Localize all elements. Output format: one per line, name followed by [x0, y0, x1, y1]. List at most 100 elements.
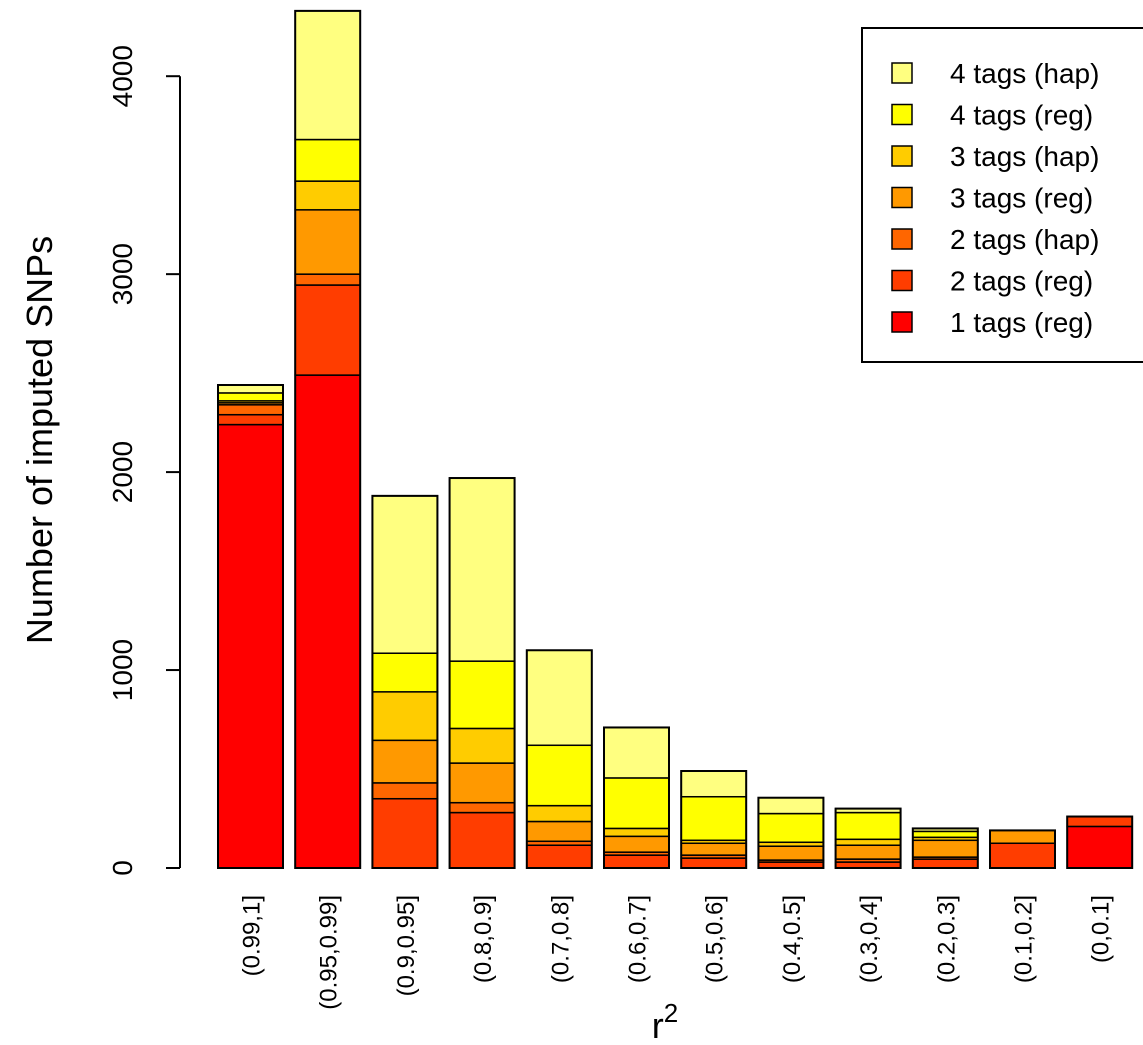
bar-segment: [448, 762, 516, 804]
x-tick-label: (0.1,0.2]: [1011, 895, 1038, 983]
legend-entry: 4 tags (hap): [950, 58, 1099, 89]
bar-segment: [371, 691, 439, 742]
bar-outline: [834, 807, 902, 869]
bar-segment: [989, 829, 1056, 845]
legend-swatch: [891, 228, 913, 250]
bar-segment: [217, 413, 284, 426]
bar-segment: [294, 138, 361, 182]
legend-entry: 1 tags (reg): [950, 307, 1093, 338]
bar-segment: [603, 827, 670, 838]
x-tick-label: (0.5,0.6]: [702, 895, 729, 983]
y-tick-label: 2000: [107, 441, 138, 503]
bar-outline: [989, 829, 1056, 870]
legend: 4 tags (hap) 4 tags (reg) 3 tags (hap) 3 ta…: [861, 27, 1143, 363]
bar-segment: [448, 660, 516, 730]
y-axis: 0 1000 2000 3000 4000: [107, 45, 181, 876]
bar-segment: [603, 726, 670, 779]
bar-segment: [217, 423, 284, 869]
bar-segment: [294, 284, 361, 376]
y-tick-label: 1000: [107, 639, 138, 701]
y-tick-label: 0: [107, 860, 138, 876]
bar-segment: [526, 744, 593, 807]
bar-segment: [526, 649, 593, 747]
bar-segment: [757, 845, 825, 861]
bar-outline: [603, 726, 670, 869]
y-axis-label: Number of imputed SNPs: [19, 236, 60, 644]
bar-outline: [371, 494, 439, 869]
bar-segment: [371, 782, 439, 800]
bar-segment: [217, 392, 284, 402]
x-tick-label: (0.99,1]: [239, 895, 266, 976]
x-tick-label: (0.4,0.5]: [779, 895, 806, 983]
bar-segment: [603, 835, 670, 853]
bar-segment: [217, 404, 284, 416]
legend-swatch: [891, 145, 913, 167]
x-tick-label: (0,0.1]: [1088, 895, 1115, 963]
legend-swatch: [891, 62, 913, 84]
bar-outline: [1066, 815, 1134, 870]
bar-segment: [834, 811, 902, 841]
bar-outline: [911, 827, 979, 869]
legend-swatch: [891, 311, 913, 333]
bar-outline: [448, 477, 516, 869]
bar-segment: [448, 811, 516, 869]
x-tick-label: (0.9,0.95]: [393, 895, 420, 996]
bar-outline: [757, 796, 825, 869]
bar-segment: [448, 727, 516, 764]
bar-segment: [448, 477, 516, 662]
bar-outline: [294, 9, 362, 869]
x-axis-label-superscript: 2: [664, 998, 678, 1028]
bars: [217, 9, 1134, 870]
bar-segment: [294, 374, 361, 869]
bar-outline: [217, 384, 284, 869]
legend-entry: 2 tags (reg): [950, 266, 1093, 297]
bar-segment: [1066, 815, 1133, 828]
legend-entry: 3 tags (hap): [950, 141, 1099, 172]
x-tick-label: (0.3,0.4]: [856, 895, 883, 983]
y-tick-label: 4000: [107, 45, 138, 107]
bar-segment: [526, 844, 593, 869]
bar-segment: [371, 739, 439, 784]
bar-segment: [526, 804, 593, 823]
bar-segment: [526, 820, 593, 843]
y-tick-label: 3000: [107, 243, 138, 305]
bar-segment: [448, 801, 516, 814]
x-axis-label: r2: [652, 998, 678, 1045]
bar-segment: [371, 797, 439, 869]
bar-segment: [680, 842, 747, 856]
bar-segment: [912, 858, 979, 869]
bar-segment: [834, 838, 902, 846]
legend-swatch: [891, 186, 913, 209]
x-tick-labels: (0.99,1] (0.95,0.99] (0.9,0.95] (0.8,0.9] (0…: [239, 895, 1115, 1010]
bar-outline: [525, 649, 593, 869]
bar-segment: [294, 10, 361, 141]
bar-segment: [912, 839, 979, 858]
legend-entry: 3 tags (reg): [950, 183, 1093, 214]
legend-entry: 2 tags (hap): [950, 224, 1099, 255]
bar-segment: [371, 652, 439, 693]
bar-segment: [294, 209, 361, 275]
legend-swatch: [891, 103, 913, 126]
bar-segment: [680, 857, 747, 869]
bar-segment: [371, 495, 439, 654]
bar-segment: [989, 842, 1056, 869]
bar-outline: [680, 770, 748, 870]
bar-segment: [912, 830, 979, 839]
bar-segment: [603, 777, 670, 830]
legend-entry: 4 tags (reg): [950, 100, 1093, 131]
legend-swatch: [891, 269, 913, 292]
bar-segment: [757, 796, 825, 815]
bar-segment: [834, 844, 902, 860]
x-tick-label: (0.2,0.3]: [933, 895, 960, 983]
bar-segment: [217, 384, 284, 394]
x-axis-label-base: r: [652, 1005, 664, 1045]
bar-segment: [603, 854, 670, 869]
x-tick-label: (0.6,0.7]: [625, 895, 652, 983]
bar-segment: [1066, 825, 1133, 869]
bar-segment: [680, 795, 747, 842]
x-tick-label: (0.7,0.8]: [547, 895, 574, 983]
bar-segment: [757, 812, 825, 844]
bar-segment: [294, 273, 361, 286]
x-tick-label: (0.8,0.9]: [470, 895, 497, 983]
